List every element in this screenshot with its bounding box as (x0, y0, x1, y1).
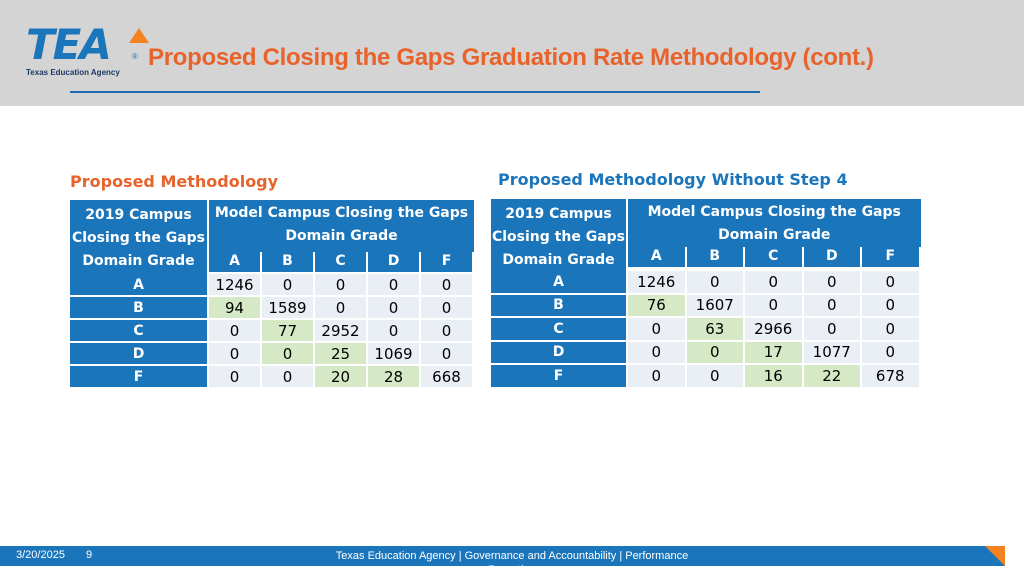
table-cell: 63 (686, 318, 743, 340)
table-cell: 20 (315, 366, 366, 387)
row-header-label: 2019 Campus Closing the Gaps Domain Grad… (491, 199, 626, 273)
table-cell: 0 (862, 271, 919, 293)
table-cell: 16 (745, 365, 802, 387)
table-cell: 0 (262, 343, 313, 364)
column-header: D (803, 245, 860, 267)
table-cell: 2966 (745, 318, 802, 340)
table-cell: 1069 (368, 343, 419, 364)
table-cell: 0 (862, 318, 919, 340)
table-cell: 0 (209, 366, 260, 387)
table-cell: 1077 (803, 341, 860, 363)
table-cell: 0 (745, 294, 802, 316)
slide-title: Proposed Closing the Gaps Graduation Rat… (148, 44, 874, 71)
table-cell: 0 (209, 320, 260, 341)
footer-page-number: 9 (86, 549, 93, 561)
row-label: C (70, 320, 207, 341)
row-label: A (70, 274, 207, 295)
table-cell: 0 (862, 341, 919, 363)
table-cell: 668 (421, 366, 472, 387)
table-cell: 76 (628, 294, 685, 316)
table-cell: 0 (803, 294, 860, 316)
table-cell: 0 (421, 320, 472, 341)
footer-bar (0, 546, 1005, 566)
column-header: C (315, 250, 366, 272)
table-cell: 1246 (209, 274, 260, 295)
table-cell: 0 (209, 343, 260, 364)
column-header: C (745, 245, 802, 267)
table-cell: 0 (803, 271, 860, 293)
footer-date: 3/20/2025 (16, 549, 65, 561)
tea-logo: TEA ® Texas Education Agency (26, 20, 149, 82)
table-cell: 0 (803, 318, 860, 340)
table-cell: 17 (745, 341, 802, 363)
column-header: B (686, 245, 743, 267)
table-cell: 678 (862, 365, 919, 387)
table-cell: 0 (262, 366, 313, 387)
title-underline (70, 91, 760, 93)
logo-subtitle: Texas Education Agency (26, 68, 120, 77)
row-label: F (70, 366, 207, 387)
table-cell: 22 (803, 365, 860, 387)
table-cell: 0 (262, 274, 313, 295)
logo-registered: ® (132, 52, 138, 61)
row-label: F (491, 365, 626, 387)
right-table-title: Proposed Methodology Without Step 4 (498, 170, 848, 189)
footer-organization: Texas Education Agency | Governance and … (335, 550, 689, 576)
table-cell: 0 (628, 318, 685, 340)
table-cell: 0 (421, 343, 472, 364)
table-cell: 0 (315, 297, 366, 318)
table-cell: 0 (368, 320, 419, 341)
column-header: A (209, 250, 260, 272)
table-cell: 0 (686, 271, 743, 293)
slide-header: TEA ® Texas Education Agency Proposed Cl… (0, 0, 1024, 106)
column-group-label: Model Campus Closing the Gaps Domain Gra… (628, 199, 921, 247)
table-cell: 0 (628, 341, 685, 363)
row-label: D (491, 341, 626, 363)
table-cell: 0 (686, 365, 743, 387)
left-table-title: Proposed Methodology (70, 172, 279, 191)
table-cell: 77 (262, 320, 313, 341)
row-header-label: 2019 Campus Closing the Gaps Domain Grad… (70, 200, 207, 276)
row-label: A (491, 271, 626, 293)
table-cell: 1607 (686, 294, 743, 316)
table-cell: 0 (745, 271, 802, 293)
logo-triangle-icon (129, 28, 149, 43)
table-cell: 0 (686, 341, 743, 363)
column-header: A (628, 245, 685, 267)
table-cell: 2952 (315, 320, 366, 341)
table-cell: 0 (421, 297, 472, 318)
table-cell: 1589 (262, 297, 313, 318)
table-cell: 0 (368, 274, 419, 295)
table-cell: 0 (628, 365, 685, 387)
logo-mark: TEA (26, 20, 112, 69)
table-cell: 0 (862, 294, 919, 316)
table-cell: 0 (315, 274, 366, 295)
column-group-label: Model Campus Closing the Gaps Domain Gra… (209, 200, 474, 252)
table-cell: 94 (209, 297, 260, 318)
row-label: D (70, 343, 207, 364)
column-header: D (368, 250, 419, 272)
table-cell: 1246 (628, 271, 685, 293)
footer-accent (985, 546, 1005, 566)
table-cell: 0 (421, 274, 472, 295)
column-header: F (421, 250, 472, 272)
row-label: C (491, 318, 626, 340)
table-cell: 25 (315, 343, 366, 364)
row-label: B (70, 297, 207, 318)
column-header: F (862, 245, 919, 267)
table-cell: 28 (368, 366, 419, 387)
row-label: B (491, 294, 626, 316)
table-cell: 0 (368, 297, 419, 318)
column-header: B (262, 250, 313, 272)
